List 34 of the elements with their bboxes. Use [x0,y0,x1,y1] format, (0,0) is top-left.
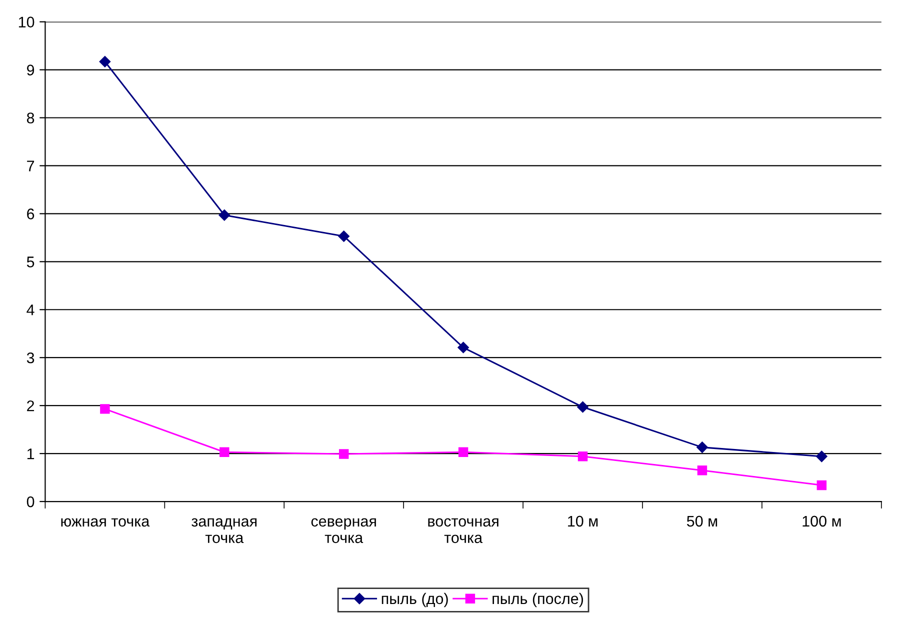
point [220,447,230,457]
y-tick-label: 7 [27,160,34,172]
y-tick-label: 6 [27,208,34,220]
point [100,404,110,414]
point [816,480,827,490]
legend-label: пыль (после) [492,592,583,608]
point [696,442,708,453]
y-tick-label: 2 [27,400,34,412]
x-tick-label: восточная точка [428,518,498,544]
y-tick-label: 3 [26,352,34,364]
x-tick-label: северная точка [311,518,376,544]
point [816,450,828,462]
x-tick-label: южная точка [61,518,150,527]
point [458,447,468,457]
y-tick-label: 10 [18,16,34,28]
y-tick-label: 0 [26,496,34,508]
legend-label: пыль (до) [382,592,448,608]
y-tick-label: 4 [26,304,34,316]
point [458,342,469,354]
x-tick-label: западная точка [192,518,257,544]
point [578,452,588,462]
y-tick-label: 9 [27,64,34,76]
point [338,230,350,242]
point [99,56,111,68]
x-tick-label: 10 м [568,516,598,527]
point [697,465,708,476]
point [338,449,349,459]
x-tick-label: 50 м [686,516,718,527]
y-tick-label: 5 [26,256,34,268]
point [577,401,588,413]
point [218,210,230,221]
y-tick-label: 1 [27,448,34,460]
x-tick-label: 100 м [802,516,841,527]
y-tick-label: 8 [26,112,34,124]
